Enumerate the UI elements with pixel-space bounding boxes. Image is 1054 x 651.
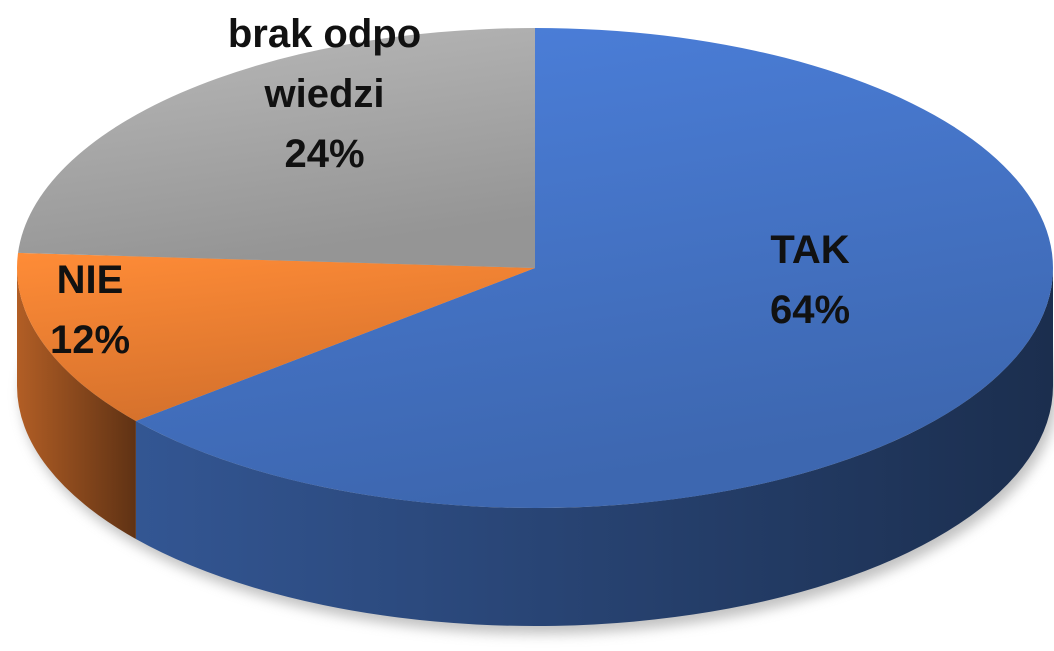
slice-label: TAK 64% (740, 220, 880, 340)
value-label: 12% (49, 318, 131, 362)
slice-label: brak odpowiedzi 24% (222, 4, 427, 184)
category-label: brak odpowiedzi (227, 12, 422, 116)
slice-label: NIE 12% (20, 250, 160, 370)
slice-side (135, 268, 1053, 626)
slice (18, 28, 535, 268)
slice-side (17, 268, 136, 539)
value-label: 24% (284, 132, 365, 176)
category-label: TAK (770, 228, 850, 272)
category-label: NIE (56, 258, 124, 302)
slice (135, 28, 1053, 508)
value-label: 64% (769, 288, 851, 332)
slice (17, 252, 536, 421)
